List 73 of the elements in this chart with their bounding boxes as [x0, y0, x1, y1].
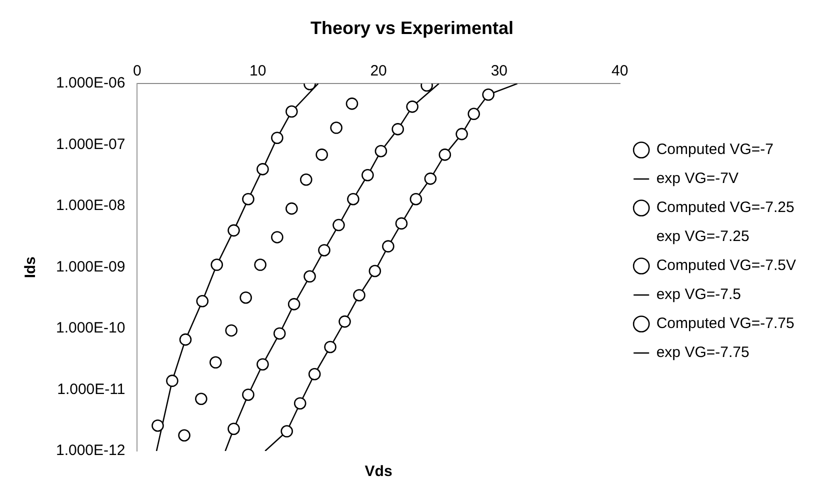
point — [330, 122, 342, 134]
y-tick-label: 1.000E-07 — [56, 136, 126, 153]
point — [280, 425, 293, 438]
point — [166, 374, 178, 387]
point — [242, 388, 254, 401]
legend-label: exp VG=-7.25 — [656, 228, 750, 246]
point — [286, 202, 298, 215]
x-tick-label: 10 — [250, 62, 266, 80]
y-tick-label: 1.000E-11 — [57, 380, 126, 398]
point — [456, 128, 468, 140]
point — [196, 295, 209, 308]
point — [152, 419, 164, 432]
point — [271, 231, 284, 244]
point — [286, 105, 298, 118]
point — [294, 397, 306, 410]
y-tick-label: 1.000E-10 — [56, 320, 126, 337]
point — [316, 148, 328, 161]
point — [347, 192, 360, 206]
point — [210, 258, 224, 271]
point — [256, 163, 269, 176]
point — [300, 174, 312, 186]
x-tick-label: 30 — [490, 62, 508, 80]
point — [273, 327, 286, 340]
point — [195, 392, 208, 406]
y-tick-label: 1.000E-06 — [56, 74, 126, 92]
legend-label: exp VG=-7.5 — [656, 286, 741, 304]
point — [324, 340, 336, 354]
y-tick-label: 1.000E-08 — [56, 197, 126, 214]
point — [332, 218, 345, 232]
legend-label: Computed VG=-7.25 — [656, 199, 794, 216]
point — [353, 289, 366, 302]
point — [406, 100, 418, 113]
point — [374, 144, 388, 158]
point — [368, 264, 382, 278]
legend-label: exp VG=-7V — [656, 170, 738, 188]
point — [362, 168, 374, 182]
legend-label: Computed VG=-7.5V — [656, 257, 796, 274]
point — [395, 217, 408, 230]
point — [304, 270, 316, 283]
point — [179, 333, 192, 346]
point — [288, 298, 300, 310]
point — [482, 88, 494, 101]
x-tick-label: 0 — [133, 62, 142, 80]
point — [228, 422, 240, 435]
point — [318, 244, 330, 256]
y-axis-title: Ids — [22, 256, 40, 278]
point — [225, 324, 238, 337]
point — [271, 132, 284, 144]
point — [209, 356, 222, 369]
point — [254, 258, 266, 271]
y-tick-label: 1.000E-09 — [56, 258, 126, 276]
point — [468, 108, 480, 120]
legend-label: Computed VG=-7 — [656, 141, 774, 158]
point — [256, 358, 269, 371]
point — [410, 192, 422, 206]
point — [308, 368, 321, 380]
legend-label: Computed VG=-7.75 — [656, 315, 794, 332]
x-tick-label: 20 — [370, 62, 387, 80]
point — [240, 291, 252, 304]
y-tick-label: 1.000E-12 — [56, 442, 126, 460]
chart-title: Theory vs Experimental — [310, 18, 514, 38]
point — [392, 123, 404, 136]
point — [382, 240, 394, 252]
point — [346, 98, 358, 110]
point — [424, 172, 437, 185]
legend-label: exp VG=-7.75 — [656, 344, 750, 362]
point — [228, 224, 240, 237]
point — [178, 429, 190, 442]
x-axis-title: Vds — [364, 463, 392, 480]
point — [242, 192, 254, 206]
x-tick-label: 40 — [612, 62, 628, 80]
point — [438, 148, 452, 161]
point — [338, 315, 351, 328]
